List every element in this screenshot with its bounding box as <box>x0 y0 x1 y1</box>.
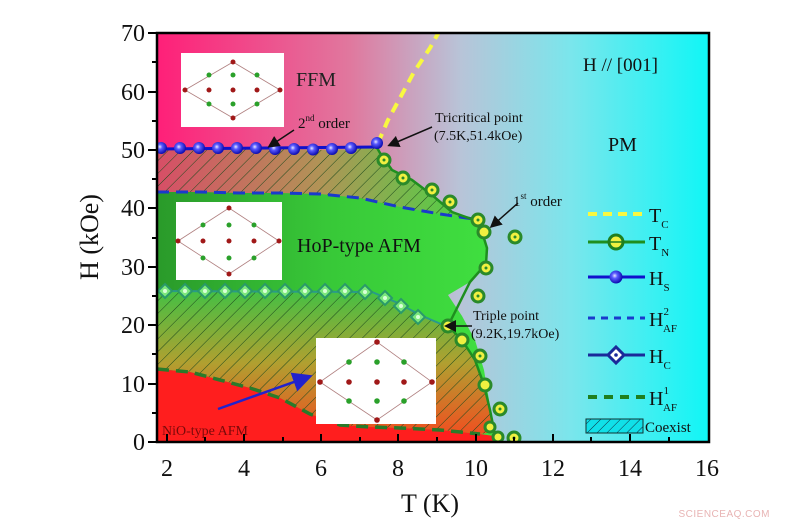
y-tick-labels: 0 10 20 30 40 50 60 70 <box>121 21 145 456</box>
svg-text:60: 60 <box>121 80 145 106</box>
tricritical-label-line1: Tricritical point <box>435 111 523 126</box>
x-axis <box>166 434 670 442</box>
legend-entry-hs: HS <box>588 268 670 294</box>
svg-text:HS: HS <box>649 268 670 294</box>
x-axis-title: T (K) <box>401 489 459 518</box>
svg-text:70: 70 <box>121 21 145 47</box>
svg-text:6: 6 <box>315 456 327 482</box>
svg-text:2: 2 <box>161 456 173 482</box>
nio-inset-arrow <box>217 372 313 411</box>
legend-entry-hc: HC <box>588 344 671 372</box>
triple-point-label-line2: (9.2K,19.7kOe) <box>471 327 560 342</box>
x-tick-labels: 2 4 6 8 10 12 14 16 <box>161 456 719 482</box>
svg-text:12: 12 <box>541 456 565 482</box>
legend: TC TN HS H2 AF HC H1 AF <box>585 205 692 436</box>
label-ffm: FFM <box>296 69 336 91</box>
svg-text:14: 14 <box>618 456 642 482</box>
first-order-arrow <box>489 202 519 228</box>
hs-markers <box>157 137 383 156</box>
legend-entry-tc: TC <box>588 205 669 231</box>
nio-spin-structure-inset <box>316 338 436 424</box>
h-af2-line <box>157 190 481 222</box>
svg-text:10: 10 <box>121 372 145 398</box>
legend-entry-coexist: Coexist <box>585 418 692 436</box>
hc-markers <box>157 282 427 326</box>
svg-text:8: 8 <box>392 456 404 482</box>
second-order-arrow <box>267 129 295 148</box>
ffm-spin-structure-inset <box>181 53 284 127</box>
legend-entry-haf1: H1 AF <box>588 385 677 414</box>
first-order-label: 1st order <box>513 191 562 210</box>
svg-text:30: 30 <box>121 255 145 281</box>
svg-text:4: 4 <box>238 456 250 482</box>
svg-text:HC: HC <box>649 346 671 372</box>
svg-text:20: 20 <box>121 313 145 339</box>
tc-line <box>376 33 441 144</box>
h-af1-line <box>157 367 481 436</box>
coexist-upper-hatch <box>157 146 480 220</box>
legend-entry-haf2: H2 AF <box>588 306 677 335</box>
label-hop-afm: HoP-type AFM <box>297 235 421 257</box>
second-order-label: 2nd order <box>298 113 350 132</box>
tricritical-label-line2: (7.5K,51.4kOe) <box>434 129 523 144</box>
svg-text:50: 50 <box>121 138 145 164</box>
y-axis-title: H (kOe) <box>75 194 104 280</box>
triple-point-label-line1: Triple point <box>473 309 539 324</box>
hs-line <box>157 145 377 151</box>
svg-text:TN: TN <box>649 233 669 259</box>
label-nio-afm: NiO-type AFM <box>162 424 249 439</box>
svg-text:40: 40 <box>121 196 145 222</box>
svg-text:TC: TC <box>649 205 669 231</box>
watermark: SCIENCEAQ.COM <box>678 509 770 520</box>
hop-spin-structure-inset <box>175 202 282 280</box>
svg-text:10: 10 <box>464 456 488 482</box>
svg-text:Coexist: Coexist <box>645 420 692 436</box>
svg-text:0: 0 <box>133 430 145 456</box>
y-axis <box>148 32 157 443</box>
tricritical-arrow <box>387 126 433 147</box>
svg-text:16: 16 <box>695 456 719 482</box>
legend-entry-tn: TN <box>588 233 669 259</box>
label-field-direction: H // [001] <box>583 55 658 76</box>
label-pm: PM <box>608 134 637 156</box>
